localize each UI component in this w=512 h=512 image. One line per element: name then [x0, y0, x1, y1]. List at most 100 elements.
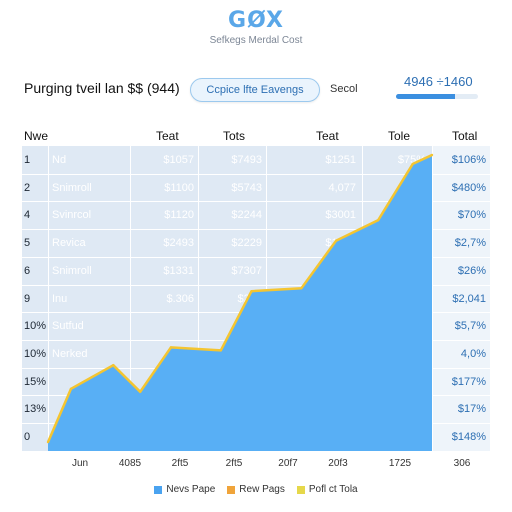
legend-label: Nevs Pape: [166, 484, 216, 495]
row-label: 9: [24, 292, 31, 305]
grid-hline: [22, 229, 490, 231]
brand-logo-title: GØX: [228, 8, 284, 33]
total-cell: $70%: [457, 209, 486, 222]
column-header-total[interactable]: Total: [452, 129, 478, 143]
range-value: 4946 ÷1460: [404, 74, 473, 89]
area-fill: [48, 155, 432, 451]
table-cell: 4,077: [328, 181, 356, 194]
grid-vline: [48, 146, 49, 451]
x-tick-label: Jun: [71, 458, 89, 469]
data-point: [250, 290, 253, 293]
row-label: 10%: [24, 347, 47, 360]
series-line: [46, 153, 433, 443]
legend-item[interactable]: Pofl ct Tola: [296, 484, 358, 495]
row-name: Inu: [52, 292, 68, 305]
table-cell: $1100: [164, 181, 194, 194]
grid-hline: [22, 201, 490, 203]
x-tick-label: 4085: [118, 458, 142, 469]
total-cell: $2,041: [452, 292, 486, 305]
x-tick-label: 1725: [388, 458, 412, 469]
total-cell: $5,7%: [454, 320, 486, 333]
legend-swatch-orange: [227, 485, 236, 494]
table-cell: $3001: [325, 209, 356, 222]
data-point: [139, 390, 142, 393]
column-header-tole[interactable]: Tole: [388, 129, 411, 143]
filter-pill-button[interactable]: Ccpice lfte Eavengs: [190, 78, 320, 102]
table-cell: $2229: [231, 237, 262, 250]
grid-hline: [22, 284, 490, 286]
table-cell: $7493: [231, 154, 262, 166]
summary-text: Purging tveil lan $$ (944): [24, 80, 180, 96]
data-point: [112, 364, 115, 367]
total-cell: $148%: [451, 431, 486, 443]
legend-label: Pofl ct Tola: [308, 484, 358, 495]
table-cell: $2244: [231, 209, 262, 222]
total-cell: $26%: [457, 264, 486, 277]
column-header-teat-2[interactable]: Teat: [316, 129, 339, 143]
table-cell: $1331: [163, 264, 194, 277]
row-name: Revica: [52, 237, 86, 250]
legend-item[interactable]: Rew Pags: [227, 484, 285, 495]
row-label: 6: [24, 264, 31, 277]
table-cell: $7307: [231, 264, 262, 277]
x-tick-label: 20f7: [278, 458, 298, 469]
total-cell: $177%: [451, 375, 486, 388]
grid-vline: [432, 146, 433, 451]
grid-hline: [22, 256, 490, 258]
row-label: 5: [24, 237, 31, 250]
total-cell: 4,0%: [460, 347, 486, 360]
table-cell: $1251: [325, 154, 356, 166]
row-name: Nd: [52, 154, 67, 166]
table-cell: $1057: [163, 154, 194, 166]
row-label: 10%: [24, 320, 47, 333]
column-header-name[interactable]: Nwe: [24, 129, 49, 143]
row-label: 0: [24, 431, 31, 443]
column-header-tots[interactable]: Tots: [223, 129, 246, 143]
table-cell: $1120: [164, 209, 194, 222]
row-label: 4: [24, 209, 31, 222]
row-name: Svinrcol: [52, 209, 92, 222]
row-label: 13%: [24, 403, 47, 416]
data-point: [69, 387, 73, 390]
data-point: [300, 287, 303, 290]
x-tick-label: 2ft5: [225, 458, 243, 469]
row-name: Nerked: [52, 347, 88, 360]
brand-subtitle: Sefkegs Merdal Cost: [209, 35, 303, 46]
legend-item[interactable]: Nevs Pape: [154, 484, 215, 495]
row-label: 1: [24, 154, 31, 166]
data-point: [46, 440, 50, 444]
total-column-background: [432, 146, 490, 451]
data-point: [411, 162, 414, 166]
data-point: [430, 153, 434, 157]
toolbar: Purging tveil lan $$ (944) Ccpice lfte E…: [0, 72, 512, 108]
select-dropdown[interactable]: Secol: [330, 83, 358, 95]
legend-swatch-yellow: [296, 485, 305, 494]
total-cell: $2,7%: [454, 237, 486, 250]
data-point: [219, 349, 222, 352]
row-label: 2: [24, 181, 31, 194]
x-tick-label: 2ft5: [171, 458, 189, 469]
range-progress-bar: [396, 94, 478, 99]
column-header-teat[interactable]: Teat: [156, 129, 179, 143]
table-cell: $2493: [163, 237, 194, 250]
legend-swatch-blue: [154, 485, 163, 494]
row-name: Snimroll: [52, 181, 92, 194]
table-cell: $.306: [166, 292, 194, 305]
grid-vline: [130, 146, 131, 451]
chart-legend: Nevs Pape Rew Pags Pofl ct Tola: [0, 484, 512, 495]
data-point: [377, 218, 380, 222]
brand-header: GØX Sefkegs Merdal Cost: [0, 8, 512, 46]
range-progress-fill: [396, 94, 456, 99]
data-point: [169, 346, 173, 349]
row-name: Sutfud: [52, 320, 84, 333]
x-tick-label: 20f3: [328, 458, 348, 469]
grid-vline: [198, 146, 199, 451]
table-cell: $5743: [231, 181, 262, 194]
row-name: Snimroll: [52, 264, 92, 277]
total-cell: $480%: [451, 181, 486, 194]
row-label: 15%: [24, 375, 47, 388]
total-cell: $17%: [457, 403, 486, 416]
grid-hline: [22, 173, 490, 175]
data-point: [334, 239, 338, 242]
x-tick-label: 306: [453, 458, 471, 469]
